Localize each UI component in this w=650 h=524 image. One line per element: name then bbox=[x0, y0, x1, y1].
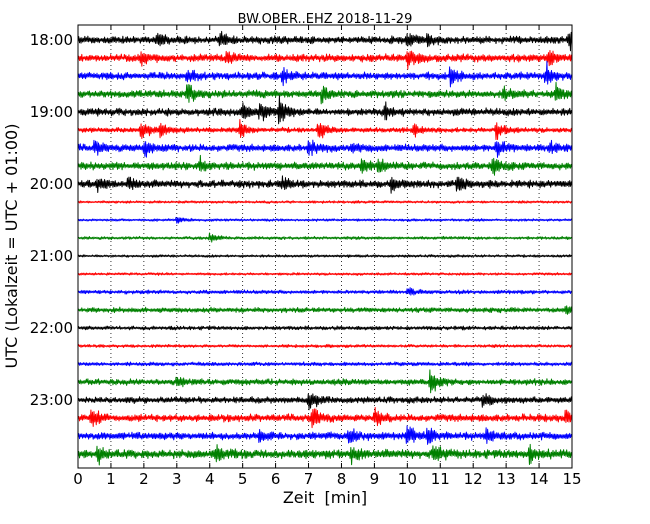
x-tick-label: 2 bbox=[139, 470, 149, 488]
y-tick-label: 18:00 bbox=[30, 31, 73, 49]
x-tick-label: 15 bbox=[562, 470, 581, 488]
x-tick-label: 3 bbox=[172, 470, 182, 488]
trace-2000 bbox=[77, 175, 573, 194]
x-tick-label: 0 bbox=[73, 470, 83, 488]
trace-1900 bbox=[77, 95, 573, 125]
trace-1800 bbox=[77, 30, 573, 52]
trace-2130 bbox=[77, 287, 573, 296]
chart-title: BW.OBER..EHZ 2018-11-29 bbox=[238, 12, 413, 27]
trace-1830 bbox=[77, 60, 573, 88]
x-tick-label: 14 bbox=[530, 470, 549, 488]
trace-1915 bbox=[77, 119, 573, 141]
x-tick-label: 12 bbox=[464, 470, 483, 488]
y-tick-label: 20:00 bbox=[30, 175, 73, 193]
x-tick-label: 6 bbox=[271, 470, 281, 488]
y-tick-label: 23:00 bbox=[30, 391, 73, 409]
trace-2045 bbox=[77, 232, 573, 243]
x-tick-label: 7 bbox=[304, 470, 314, 488]
y-tick-label: 19:00 bbox=[30, 103, 73, 121]
trace-2200 bbox=[77, 325, 573, 331]
x-tick-label: 4 bbox=[205, 470, 215, 488]
trace-2300 bbox=[77, 393, 573, 411]
trace-2330 bbox=[77, 425, 573, 445]
trace-2245 bbox=[77, 369, 573, 394]
y-axis-label: UTC (Lokalzeit = UTC + 01:00) bbox=[2, 124, 21, 369]
trace-2115 bbox=[77, 272, 573, 276]
y-axis: 18:00 19:00 20:00 21:00 22:00 23:00 bbox=[30, 31, 572, 409]
x-tick-label: 1 bbox=[106, 470, 116, 488]
y-tick-label: 21:00 bbox=[30, 247, 73, 265]
trace-2100 bbox=[77, 254, 573, 258]
trace-2015 bbox=[77, 200, 573, 204]
y-tick-label: 22:00 bbox=[30, 319, 73, 337]
trace-2315 bbox=[77, 406, 573, 429]
trace-2215 bbox=[77, 343, 573, 349]
x-axis-label: Zeit [min] bbox=[283, 488, 367, 507]
x-tick-label: 9 bbox=[370, 470, 380, 488]
x-tick-label: 11 bbox=[431, 470, 450, 488]
x-tick-label: 8 bbox=[337, 470, 347, 488]
trace-2030 bbox=[77, 216, 573, 224]
trace-2145 bbox=[77, 305, 573, 315]
trace-1930 bbox=[77, 139, 573, 158]
x-axis: 0 1 2 3 4 5 6 7 8 9 10 11 12 13 14 15 bbox=[73, 25, 582, 488]
x-tick-label: 13 bbox=[497, 470, 516, 488]
trace-layer bbox=[77, 30, 573, 466]
trace-1845 bbox=[77, 81, 573, 105]
trace-2345 bbox=[77, 443, 573, 466]
plot-frame bbox=[77, 24, 573, 469]
x-tick-label: 5 bbox=[238, 470, 248, 488]
trace-1815 bbox=[77, 49, 573, 70]
trace-1945 bbox=[77, 154, 573, 176]
trace-2230 bbox=[77, 361, 573, 367]
x-tick-label: 10 bbox=[398, 470, 417, 488]
